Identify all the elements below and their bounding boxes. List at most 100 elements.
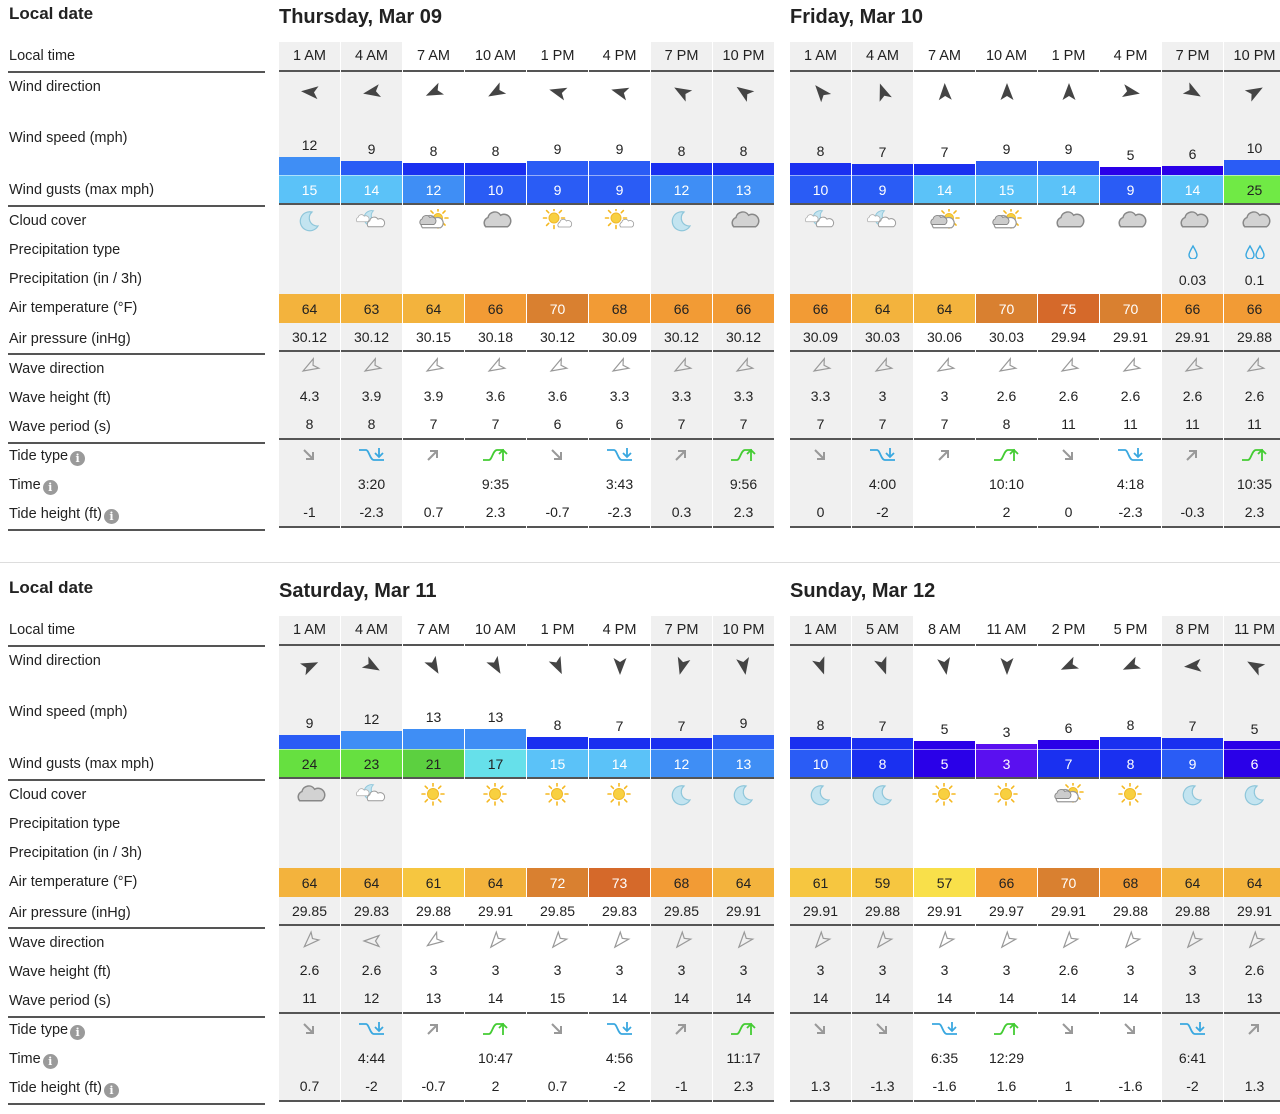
air-temp-cell: 61 xyxy=(403,868,464,897)
tide-rising-icon xyxy=(1241,1020,1269,1038)
wind-arrow-icon xyxy=(732,654,756,678)
local-time-cell: 4 PM xyxy=(589,42,650,72)
wind-direction-cell xyxy=(589,646,650,694)
time-column: 5 AM 7 8 59 29.88 3 14 -1.3 xyxy=(852,616,913,1102)
wind-arrow-icon xyxy=(809,80,833,104)
info-icon[interactable]: i xyxy=(42,1054,58,1069)
local-time-cell: 7 AM xyxy=(403,616,464,646)
precip-type-cell xyxy=(790,236,851,265)
wind-speed-cell: 12 xyxy=(341,694,402,749)
wind-speed-cell: 9 xyxy=(589,120,650,175)
wind-speed-value: 8 xyxy=(429,143,438,159)
wave-direction-cell xyxy=(790,926,851,955)
wind-direction-cell xyxy=(403,646,464,694)
wind-speed-value: 8 xyxy=(816,143,825,159)
wind-speed-value: 6 xyxy=(1064,720,1073,736)
info-icon[interactable]: i xyxy=(103,1083,119,1098)
air-pressure-cell: 30.12 xyxy=(279,323,340,352)
wind-direction-cell xyxy=(589,72,650,120)
local-time-cell: 11 PM xyxy=(1224,616,1280,646)
info-icon[interactable]: i xyxy=(42,480,58,495)
tide-height-cell: 1.6 xyxy=(976,1072,1037,1102)
tide-height-cell: -1.6 xyxy=(914,1072,975,1102)
wind-speed-cell: 7 xyxy=(914,120,975,175)
wind-arrow-icon xyxy=(608,80,632,104)
wind-arrow-icon xyxy=(1181,80,1205,104)
wind-speed-bar xyxy=(976,161,1037,175)
info-icon[interactable]: i xyxy=(70,451,86,466)
wind-direction-cell xyxy=(279,646,340,694)
cloud-cover-cell xyxy=(790,205,851,236)
info-icon[interactable]: i xyxy=(103,509,119,524)
tide-time-cell: 4:56 xyxy=(605,1049,634,1066)
wind-speed-cell: 8 xyxy=(790,694,851,749)
tide-height-cell: 2.3 xyxy=(465,498,526,528)
wind-direction-cell xyxy=(1038,646,1099,694)
wind-speed-bar xyxy=(914,164,975,175)
air-temp-cell: 64 xyxy=(914,294,975,323)
wave-arrow-icon xyxy=(609,929,631,952)
day-title: Sunday, Mar 12 xyxy=(790,580,936,602)
wave-period-cell: 11 xyxy=(1224,410,1280,440)
wind-gust-cell: 13 xyxy=(713,175,774,205)
wind-gust-cell: 10 xyxy=(465,175,526,205)
precip-cell xyxy=(341,265,402,294)
wave-period-cell: 14 xyxy=(790,984,851,1014)
wind-speed-cell: 5 xyxy=(1224,694,1280,749)
precip-type-cell xyxy=(527,810,588,839)
row-label-wave-height: Wave height (ft) xyxy=(9,389,111,407)
time-column: 1 AM 8 10 61 29.91 3 14 1.3 xyxy=(790,616,851,1102)
precip-type-cell xyxy=(589,236,650,265)
wind-speed-bar xyxy=(589,738,650,749)
wave-direction-cell xyxy=(1038,926,1099,955)
precip-cell xyxy=(1038,265,1099,294)
day-block: Sunday, Mar 12 1 AM 8 10 61 29.91 3 14 1.3 5 AM 7 8… xyxy=(790,574,1280,1114)
wave-direction-cell xyxy=(403,926,464,955)
wind-speed-value: 8 xyxy=(816,717,825,733)
wind-speed-cell: 9 xyxy=(1038,120,1099,175)
tide-time-cell: 11:17 xyxy=(726,1049,761,1066)
tide-time-cell: 12:29 xyxy=(988,1049,1025,1066)
wave-direction-cell xyxy=(1224,352,1280,381)
wind-speed-value: 5 xyxy=(1126,147,1135,163)
tide-height-cell: 0 xyxy=(790,498,851,528)
row-label-text: Wave height (ft) xyxy=(9,964,111,980)
wave-arrow-icon xyxy=(423,356,445,378)
air-pressure-cell: 30.18 xyxy=(465,323,526,352)
wave-height-cell: 3.6 xyxy=(547,387,568,404)
row-label-text: Cloud cover xyxy=(9,787,87,803)
wave-period-cell: 11 xyxy=(1038,410,1099,440)
wind-speed-bar xyxy=(1224,160,1280,175)
wave-arrow-icon xyxy=(872,356,894,378)
wind-direction-cell xyxy=(790,72,851,120)
precip-cell xyxy=(1100,265,1161,294)
tide-type-cell xyxy=(852,440,913,469)
air-pressure-cell: 29.91 xyxy=(1224,897,1280,926)
row-label-text: Wind speed (mph) xyxy=(9,130,128,146)
day-title: Thursday, Mar 09 xyxy=(279,6,443,28)
tide-height-cell: -2.3 xyxy=(1100,498,1161,528)
wave-period-cell: 7 xyxy=(651,410,712,440)
air-pressure-cell: 29.85 xyxy=(527,897,588,926)
precip-type-cell xyxy=(651,236,712,265)
time-column: 8 PM 7 9 64 29.88 3 13 6:41 -2 xyxy=(1162,616,1223,1102)
info-icon[interactable]: i xyxy=(70,1025,86,1040)
tide-time-cell xyxy=(527,469,588,498)
tide-type-cell xyxy=(341,440,402,469)
wave-period-cell: 14 xyxy=(651,984,712,1014)
precip-cell xyxy=(1162,839,1223,868)
wind-gust-cell: 9 xyxy=(527,175,588,205)
row-label-text: Air pressure (inHg) xyxy=(9,331,131,347)
row-label-wind-gusts: Wind gusts (max mph) xyxy=(9,181,154,199)
wave-arrow-icon xyxy=(810,356,832,378)
local-time-cell: 8 AM xyxy=(914,616,975,646)
precip-cell xyxy=(713,839,774,868)
wave-height-cell: 3 xyxy=(615,961,624,978)
local-time-cell: 10 PM xyxy=(713,616,774,646)
wind-speed-value: 8 xyxy=(553,717,562,733)
wave-height-cell: 2.6 xyxy=(1244,387,1265,404)
wind-gust-cell: 14 xyxy=(914,175,975,205)
wave-direction-cell xyxy=(279,352,340,381)
wind-arrow-icon xyxy=(298,80,322,104)
sun-icon xyxy=(418,782,450,807)
